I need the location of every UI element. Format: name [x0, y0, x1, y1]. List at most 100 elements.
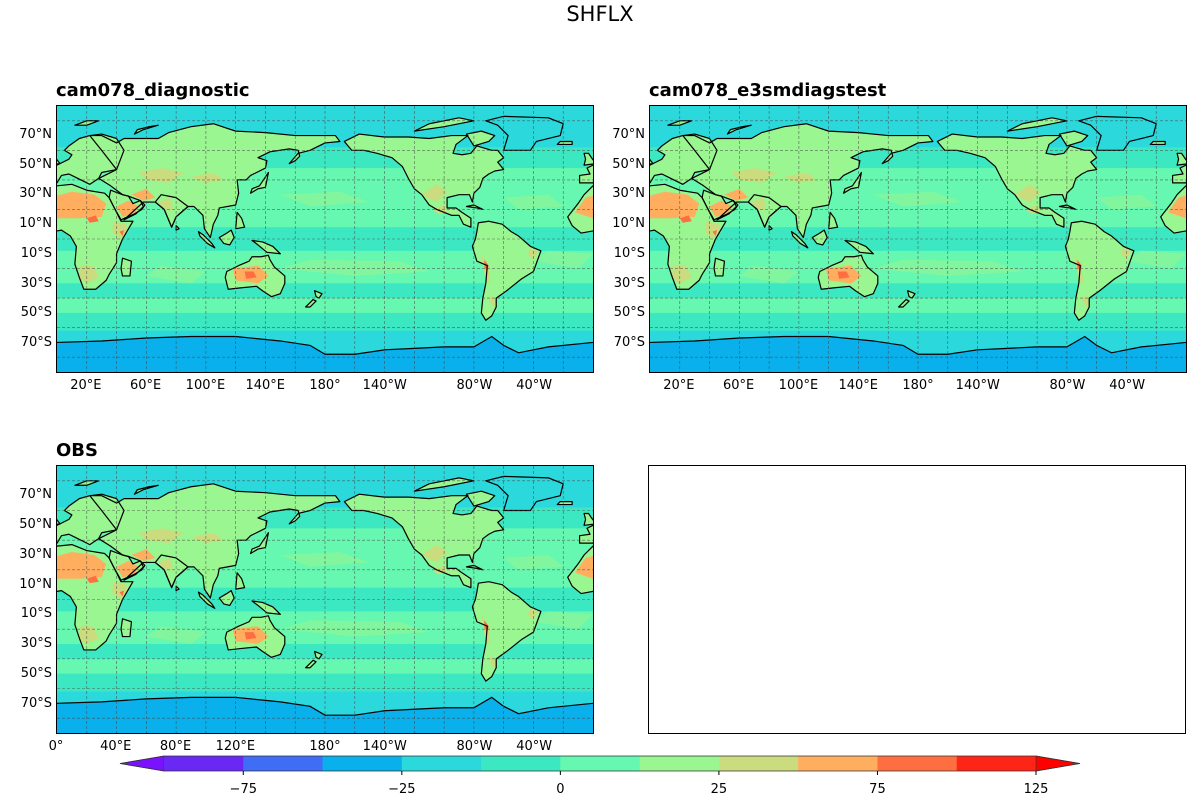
- land-europe-wrap: [579, 525, 593, 544]
- hot-sw_us: [421, 544, 448, 563]
- spot-somalia_spot: [712, 230, 717, 237]
- coast-arctic_isl: [1006, 117, 1068, 132]
- land-s_america: [1065, 221, 1134, 321]
- coast-new_guinea: [844, 239, 874, 255]
- lon-tick-label: 120°E: [215, 739, 256, 754]
- greenland-interior: [485, 476, 564, 511]
- hot-horn: [112, 221, 129, 239]
- coast-greenland: [485, 115, 564, 151]
- coast-nz_south: [305, 298, 317, 308]
- land-uk-wrap: [584, 153, 593, 166]
- lon-tick-label: 140°W: [955, 378, 1000, 393]
- hot-sahara: [57, 552, 107, 579]
- lat-tick-label: 10°N: [612, 216, 645, 232]
- coast-uk-wrap: [583, 152, 593, 166]
- hot-horn: [112, 581, 129, 600]
- hot-patagonia: [1081, 295, 1091, 307]
- hot-india_hot: [751, 197, 767, 210]
- coast-madagascar: [120, 618, 133, 638]
- hot-sahara-wrap: [575, 555, 593, 579]
- coast-borneo: [218, 229, 235, 246]
- lat-tick-label: 10°S: [20, 606, 52, 622]
- lon-tick-label: 60°E: [130, 378, 162, 393]
- coast-uk-wrap: [1176, 152, 1186, 166]
- colorbar-tick-label: −75: [230, 782, 257, 797]
- lon-tick-label: 20°E: [663, 378, 695, 393]
- hot-sahara: [650, 191, 700, 219]
- hot-patagonia: [488, 655, 498, 668]
- lon-tick-label: 80°W: [456, 739, 493, 754]
- warm-ocean-patch: [146, 265, 206, 284]
- lat-tick-label: 30°N: [19, 186, 52, 202]
- colorbar-segment: [956, 756, 1037, 771]
- colorbar-tick-label: 125: [1024, 782, 1049, 797]
- spot-aus_spot: [837, 271, 850, 279]
- lat-tick-label: 10°S: [20, 245, 52, 261]
- hot-central_asia: [138, 168, 184, 183]
- spot-aus_spot: [244, 271, 257, 279]
- lon-tick-label: 60°E: [723, 378, 755, 393]
- coast-australia: [224, 615, 286, 658]
- colorbar-segment: [401, 756, 482, 771]
- lon-tick-label: 180°: [902, 378, 934, 393]
- hot-india_hot: [158, 197, 174, 210]
- land-madagascar: [121, 258, 132, 276]
- coast-madagascar: [713, 257, 726, 277]
- coast-s_america: [471, 581, 542, 682]
- coast-antarctica: [57, 696, 593, 716]
- map-panel-obs: [56, 465, 594, 734]
- coast-arabia: [108, 549, 146, 581]
- colorbar-segment: [481, 756, 561, 771]
- lon-tick-label: 40°W: [516, 378, 553, 393]
- warm-ocean-patch: [280, 552, 370, 567]
- land-borneo: [219, 590, 235, 606]
- lon-tick-label: 140°W: [362, 739, 407, 754]
- coast-arabia: [701, 189, 739, 221]
- lat-tick-label: 70°S: [20, 335, 52, 351]
- coast-n_america: [343, 133, 505, 228]
- warm-ocean-patch: [533, 250, 593, 269]
- hot-gobi: [191, 532, 224, 544]
- lat-tick-label: 70°N: [19, 486, 52, 502]
- lat-tick-label: 30°S: [20, 636, 52, 652]
- lat-tick-label: 10°N: [19, 576, 52, 592]
- hot-central_asia: [731, 168, 777, 183]
- lat-tick-label: 50°N: [19, 156, 52, 172]
- land-s_america: [472, 221, 541, 321]
- land-n_america: [937, 134, 1097, 228]
- lat-tick-label: 30°S: [20, 275, 52, 291]
- coast-india: [747, 194, 782, 228]
- colorbar-tick-label: 75: [869, 782, 886, 797]
- land-s_america: [472, 581, 541, 682]
- land-uk-wrap: [1177, 153, 1186, 166]
- hot-sahara-wrap: [575, 195, 593, 219]
- land-baffin: [466, 131, 495, 146]
- lat-tick-label: 70°N: [612, 126, 645, 142]
- land-n_america: [344, 134, 504, 228]
- hot-s_africa: [77, 265, 99, 284]
- lon-tick-label: 80°W: [456, 378, 493, 393]
- map-svg-1: [650, 106, 1186, 372]
- lat-tick-label: 50°N: [19, 516, 52, 532]
- ocean-band: [650, 283, 1186, 299]
- coast-arctic_isl: [413, 117, 475, 132]
- coast-greenland: [485, 475, 564, 512]
- lon-tick-label: 140°E: [838, 378, 878, 393]
- lon-tick-label: 180°: [309, 378, 341, 393]
- hot-arabia_hot: [116, 200, 139, 217]
- coast-philippines: [828, 211, 839, 230]
- coast-europe: [650, 133, 718, 185]
- lat-tick-label: 50°S: [20, 305, 52, 321]
- coast-australia: [817, 254, 879, 298]
- hot-s_africa: [77, 626, 99, 644]
- land-madagascar: [121, 618, 132, 637]
- spot-sahel_spot: [679, 215, 692, 223]
- colorbar-segment: [560, 756, 641, 771]
- hot-gobi: [784, 172, 817, 183]
- land-new_guinea: [252, 600, 281, 615]
- spot-somalia_spot: [119, 230, 124, 237]
- land-arctic_isl: [1007, 117, 1067, 132]
- hot-arabia_hot: [116, 560, 139, 578]
- land-iceland-wrap: [1150, 141, 1166, 145]
